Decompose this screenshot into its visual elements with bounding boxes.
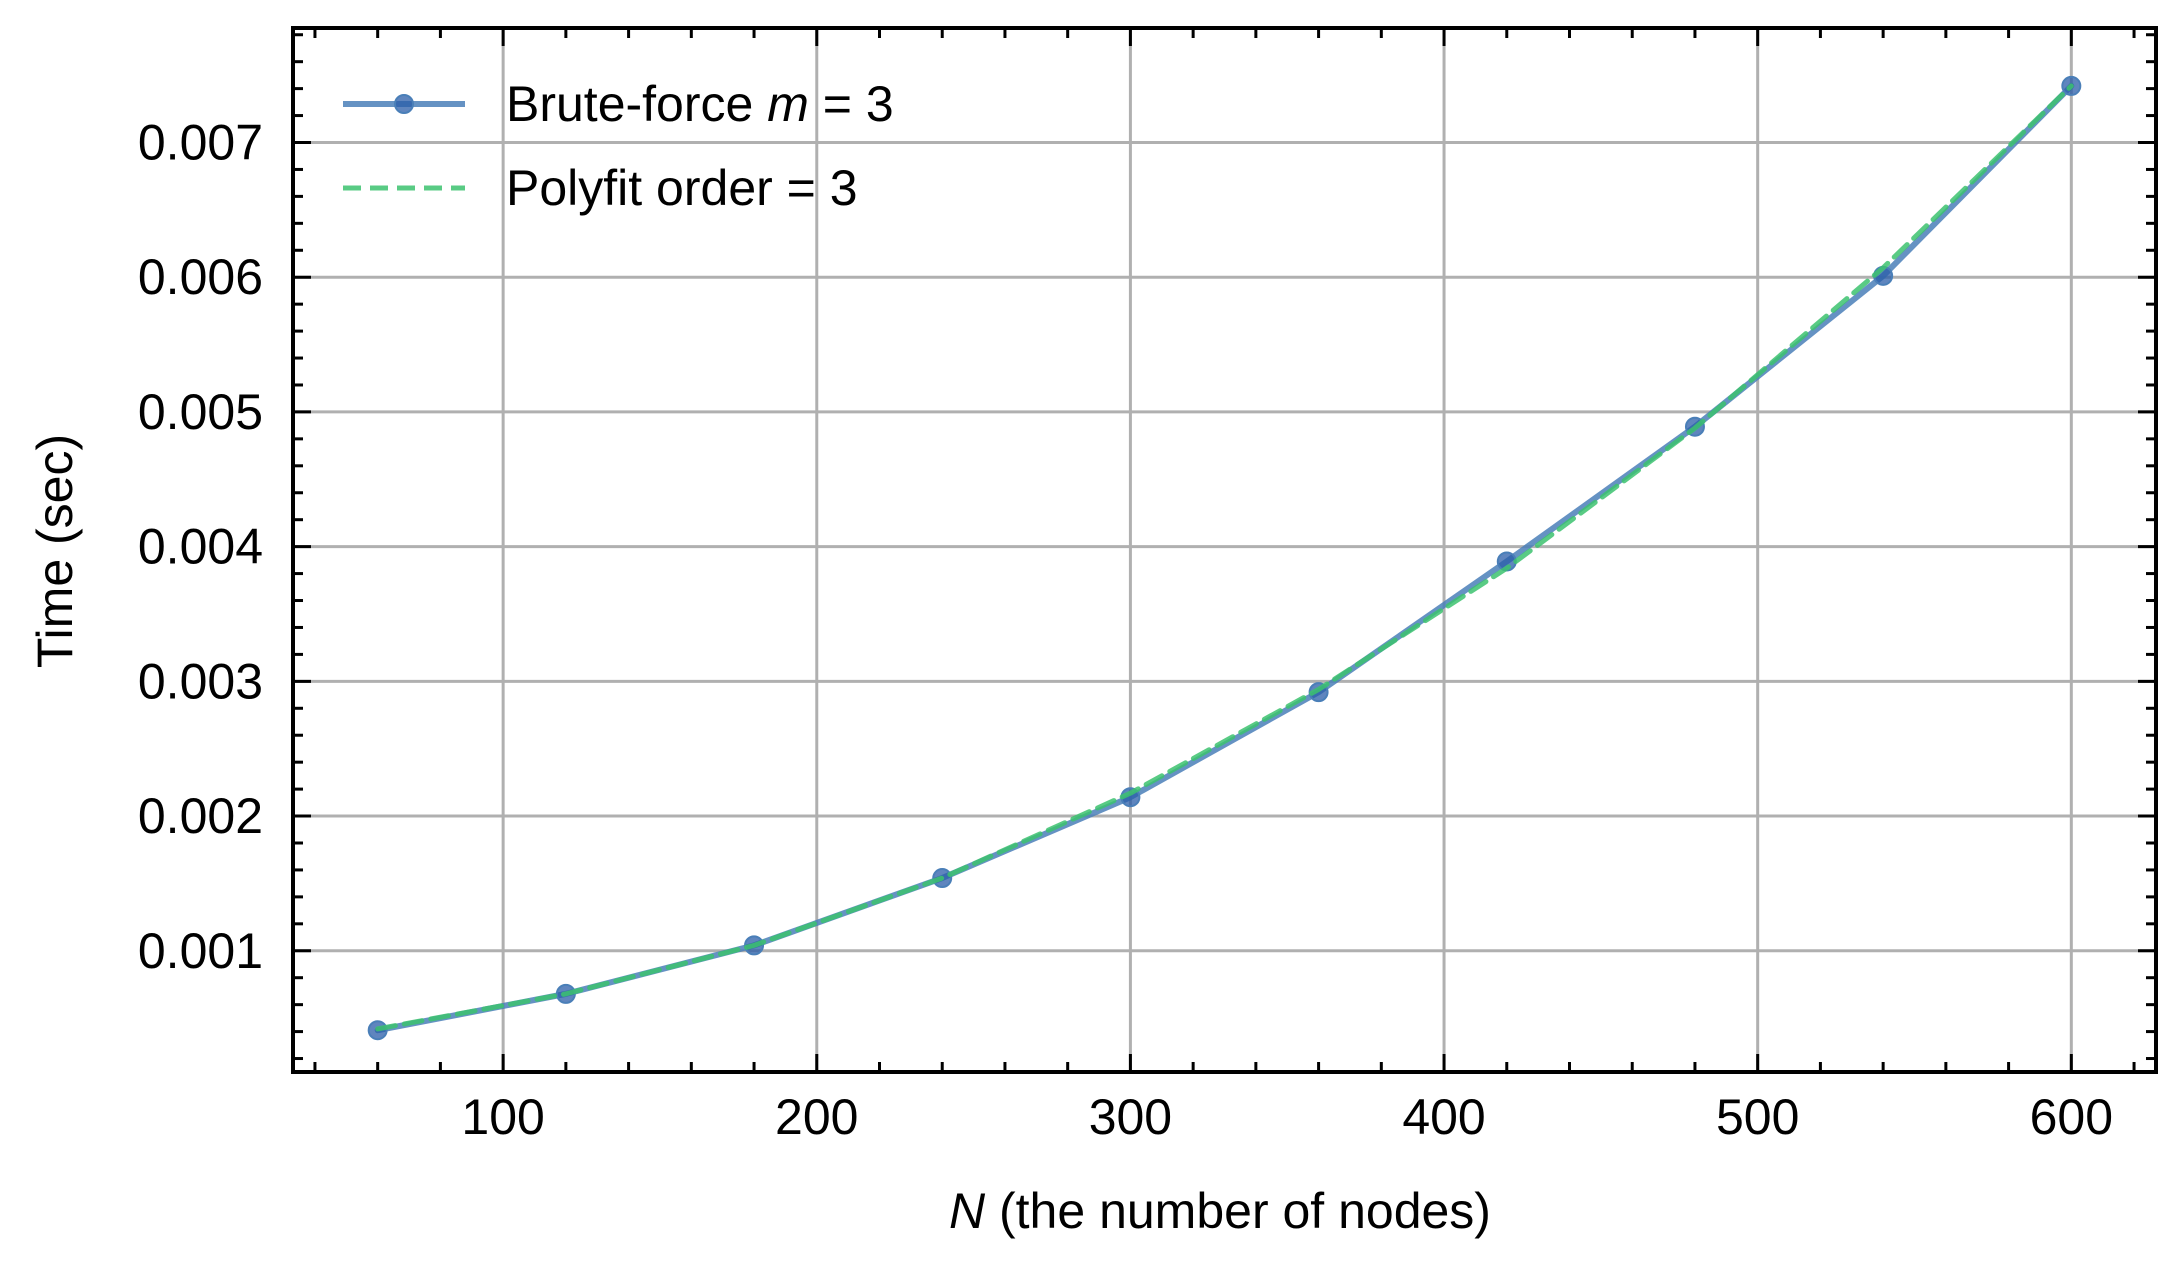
series-layer: [367, 75, 2082, 1041]
series-line-2: [375, 83, 2074, 1032]
x-tick-label: 500: [1716, 1089, 1799, 1145]
x-tick-label: 600: [2030, 1089, 2113, 1145]
y-tick-label: 0.003: [138, 653, 263, 709]
x-axis-label-text: (the number of nodes): [985, 1183, 1491, 1239]
y-tick-label: 0.007: [138, 115, 263, 171]
series-line-1: [374, 82, 2075, 1034]
axis-ticks: [293, 28, 2156, 1072]
x-tick-label: 200: [775, 1089, 858, 1145]
legend-label-1: Brute-force m = 3: [506, 76, 894, 132]
y-tick-label: 0.001: [138, 923, 263, 979]
grid-lines: [293, 28, 2156, 1072]
y-axis-label: Time (sec): [27, 434, 83, 668]
y-tick-label: 0.002: [138, 788, 263, 844]
y-tick-label: 0.006: [138, 249, 263, 305]
x-tick-label: 400: [1402, 1089, 1485, 1145]
tick-labels: 100 200 300 400 500 600 0.001 0.002 0.003 0.004 0.…: [138, 115, 2113, 1145]
y-tick-label: 0.005: [138, 384, 263, 440]
legend-marker: [394, 94, 414, 114]
x-axis-label: N (the number of nodes): [949, 1183, 1491, 1239]
legend: Brute-force m = 3 Polyfit order = 3: [343, 76, 894, 216]
plot-frame: [291, 26, 2158, 1074]
x-tick-label: 100: [461, 1089, 544, 1145]
x-tick-label: 300: [1089, 1089, 1172, 1145]
legend-label-2: Polyfit order = 3: [506, 160, 858, 216]
y-tick-label: 0.004: [138, 519, 263, 575]
x-axis-label-variable: N: [949, 1183, 986, 1239]
